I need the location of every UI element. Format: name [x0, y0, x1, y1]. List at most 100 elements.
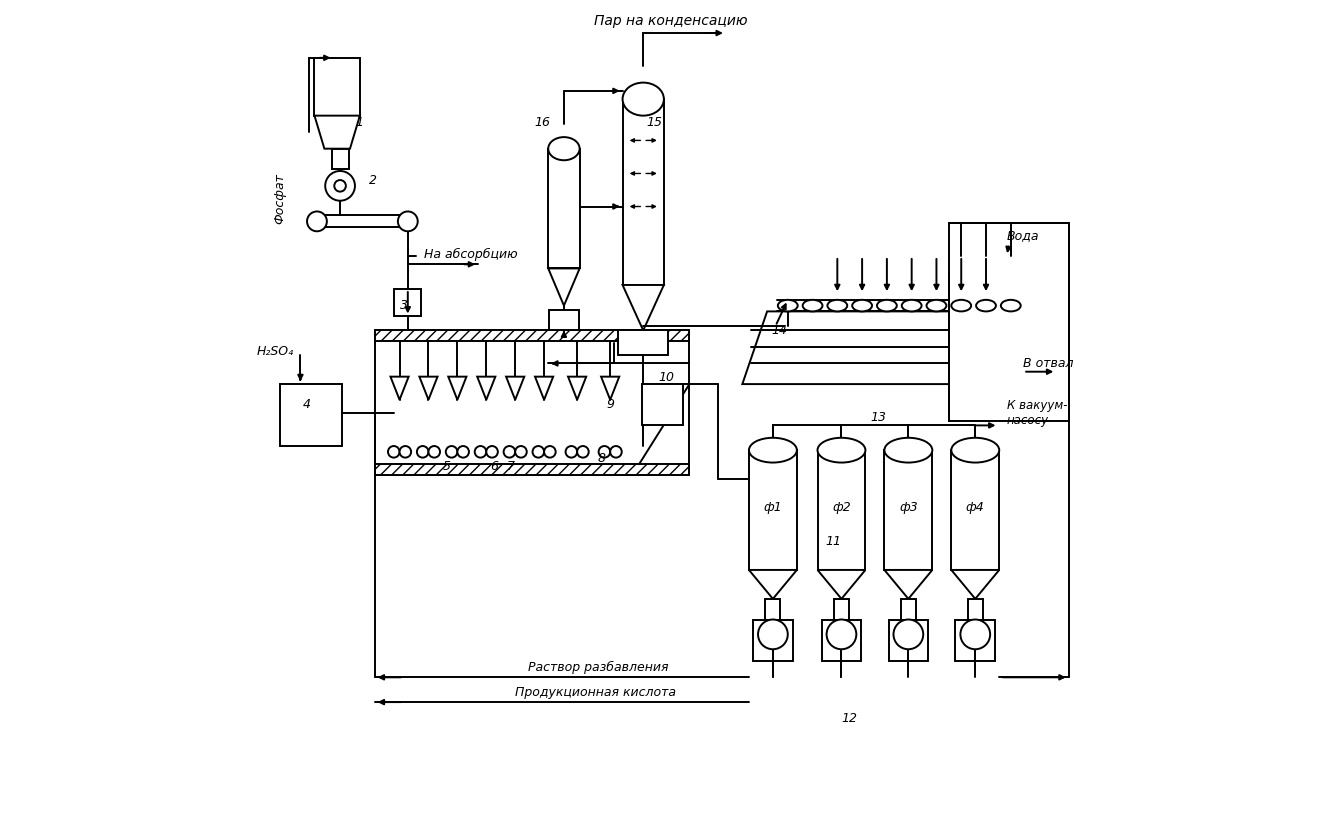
Text: ф2: ф2	[832, 501, 851, 515]
Bar	[766, 599, 780, 620]
Circle shape	[611, 446, 621, 458]
Bar	[900, 599, 915, 620]
Text: Вода: Вода	[1006, 229, 1039, 242]
Circle shape	[457, 446, 469, 458]
Text: 14: 14	[771, 324, 787, 337]
Circle shape	[533, 446, 544, 458]
Bar	[394, 289, 421, 316]
Polygon shape	[314, 116, 359, 149]
Text: 2: 2	[369, 173, 377, 187]
Circle shape	[325, 171, 355, 201]
Ellipse shape	[749, 438, 796, 463]
Bar	[375, 330, 688, 341]
Text: 12: 12	[842, 712, 858, 725]
Bar	[822, 620, 862, 661]
Ellipse shape	[1001, 300, 1021, 311]
Bar	[967, 599, 983, 620]
Circle shape	[474, 446, 486, 458]
Circle shape	[544, 446, 556, 458]
Bar	[754, 620, 792, 661]
Bar	[623, 99, 664, 285]
Ellipse shape	[884, 438, 933, 463]
Text: 11: 11	[824, 534, 840, 548]
Circle shape	[758, 620, 788, 649]
Polygon shape	[477, 377, 496, 400]
Bar	[314, 58, 359, 116]
Circle shape	[894, 620, 923, 649]
Ellipse shape	[548, 137, 580, 160]
Text: На абсорбцию: На абсорбцию	[425, 248, 518, 261]
Circle shape	[486, 446, 498, 458]
Text: Фосфат: Фосфат	[274, 173, 286, 224]
Bar	[641, 384, 683, 425]
Text: 15: 15	[647, 116, 663, 129]
Text: 4: 4	[303, 398, 311, 411]
Polygon shape	[506, 377, 524, 400]
Polygon shape	[749, 570, 796, 599]
Text: К вакуум-
насосу: К вакуум- насосу	[1006, 399, 1067, 427]
Text: ф4: ф4	[966, 501, 985, 515]
Bar	[818, 450, 866, 570]
Circle shape	[417, 446, 429, 458]
Circle shape	[429, 446, 440, 458]
Circle shape	[565, 446, 577, 458]
Text: 5: 5	[442, 460, 450, 473]
Circle shape	[446, 446, 457, 458]
Ellipse shape	[902, 300, 922, 311]
Ellipse shape	[876, 300, 896, 311]
Ellipse shape	[778, 300, 798, 311]
Circle shape	[398, 211, 418, 231]
Polygon shape	[623, 285, 664, 330]
Polygon shape	[534, 377, 553, 400]
Bar	[884, 450, 933, 570]
Text: 3: 3	[399, 299, 407, 312]
Circle shape	[399, 446, 411, 458]
Circle shape	[387, 446, 399, 458]
Bar	[834, 599, 848, 620]
Ellipse shape	[818, 438, 866, 463]
Ellipse shape	[852, 300, 872, 311]
Bar	[548, 149, 580, 268]
Polygon shape	[420, 377, 438, 400]
Polygon shape	[818, 570, 866, 599]
Bar	[279, 384, 342, 446]
Bar	[949, 223, 1069, 421]
Bar	[375, 464, 688, 475]
Polygon shape	[548, 268, 580, 306]
Ellipse shape	[951, 300, 971, 311]
Text: 8: 8	[597, 452, 605, 465]
Polygon shape	[601, 377, 620, 400]
Text: 9: 9	[607, 398, 615, 411]
Text: 16: 16	[534, 116, 550, 129]
Circle shape	[827, 620, 856, 649]
Bar	[749, 450, 796, 570]
Circle shape	[504, 446, 516, 458]
Polygon shape	[568, 377, 587, 400]
Bar	[549, 310, 578, 330]
Text: ф3: ф3	[899, 501, 918, 515]
Circle shape	[307, 211, 327, 231]
Polygon shape	[884, 570, 933, 599]
Bar	[888, 620, 929, 661]
Text: 1: 1	[355, 116, 363, 129]
Circle shape	[599, 446, 611, 458]
Bar	[955, 620, 995, 661]
Text: ф1: ф1	[764, 501, 783, 515]
Circle shape	[961, 620, 990, 649]
Bar	[331, 149, 349, 169]
Text: 10: 10	[659, 371, 675, 384]
Bar	[619, 330, 668, 355]
Text: 7: 7	[506, 460, 514, 473]
Polygon shape	[390, 377, 409, 400]
Circle shape	[577, 446, 589, 458]
Bar	[951, 450, 999, 570]
Text: Продукционная кислота: Продукционная кислота	[516, 686, 676, 699]
Text: В отвал: В отвал	[1023, 357, 1074, 370]
Text: Раствор разбавления: Раствор разбавления	[528, 661, 668, 674]
Polygon shape	[743, 311, 1054, 384]
Ellipse shape	[977, 300, 995, 311]
Ellipse shape	[623, 83, 664, 116]
Bar	[375, 330, 688, 475]
Ellipse shape	[951, 438, 999, 463]
Text: H₂SO₄: H₂SO₄	[257, 344, 294, 358]
